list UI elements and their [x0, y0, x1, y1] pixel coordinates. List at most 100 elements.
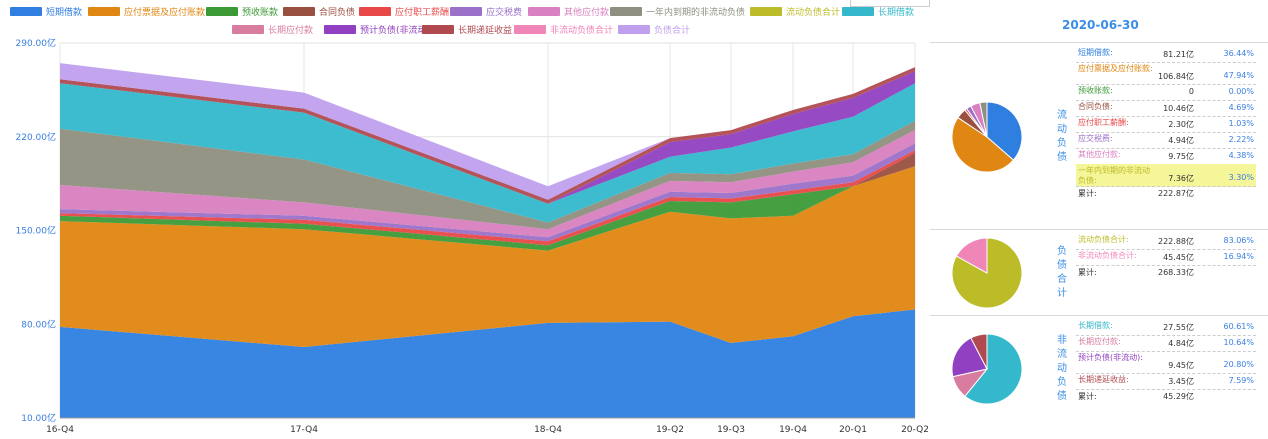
side-tabs[interactable] — [850, 0, 930, 7]
data-row: 长期应付款: 4.84亿 10.64% — [1076, 335, 1256, 352]
total-row: 累计: 45.29亿 — [1076, 389, 1256, 405]
legend-item[interactable]: 预计负债(非流动) — [324, 23, 430, 36]
legend-swatch — [283, 7, 315, 16]
data-row: 应付职工薪酬: 2.30亿 1.03% — [1076, 116, 1256, 133]
y-tick-label: 150.00亿 — [16, 225, 57, 237]
legend-item[interactable]: 应付职工薪酬 — [359, 5, 449, 18]
total-label: 累计: — [1078, 268, 1097, 277]
row-label: 长期借款: — [1078, 321, 1113, 330]
legend-item[interactable]: 长期递延收益 — [422, 23, 512, 36]
legend-item[interactable]: 流动负债合计 — [750, 5, 840, 18]
legend-item[interactable]: 其他应付款 — [528, 5, 609, 18]
area-预计负债(非流动)[interactable] — [60, 71, 915, 204]
row-label: 长期应付款: — [1078, 337, 1121, 346]
legend-swatch — [618, 25, 650, 34]
area-应付票据及应付账款[interactable] — [60, 166, 915, 347]
row-value: 81.21亿 — [1163, 50, 1194, 59]
legend-label: 合同负债 — [319, 8, 356, 18]
row-percent: 2.22% — [1228, 135, 1254, 144]
total-row: 累计: 268.33亿 — [1076, 265, 1256, 281]
x-tick-label: 20-Q2 — [901, 425, 928, 435]
row-percent: 47.94% — [1223, 71, 1254, 80]
legend-swatch — [232, 25, 264, 34]
row-label: 非流动负债合计: — [1078, 251, 1137, 260]
data-row: 非流动负债合计: 45.45亿 16.94% — [1076, 249, 1256, 266]
stacked-area-chart: 10.00亿 80.00亿 150.00亿 220.00亿 290.00亿 16-Q4 17… — [16, 37, 929, 435]
pie-chart — [951, 100, 1023, 173]
area-一年内到期的非流动负债[interactable] — [60, 120, 915, 230]
y-tick-label: 80.00亿 — [21, 318, 56, 330]
pie-slice[interactable] — [951, 337, 988, 378]
legend-swatch — [359, 7, 391, 16]
row-label: 预收账款: — [1078, 86, 1113, 95]
legend-label: 长期递延收益 — [458, 26, 513, 36]
panel-title: 流动负债 — [1057, 109, 1067, 163]
legend-swatch — [10, 7, 42, 16]
area-应交税费[interactable] — [60, 143, 915, 242]
row-label: 短期借款: — [1078, 48, 1113, 57]
pie-slice[interactable] — [986, 100, 1023, 161]
panel-2: 非流动负债 长期借款: 27.55亿 60.61% 长期应付款: 4.84亿 10.64% 预… — [930, 315, 1268, 422]
area-负债合计[interactable] — [60, 63, 915, 200]
data-row: 其他应付款: 9.75亿 4.38% — [1076, 148, 1256, 165]
legend-item[interactable]: 短期借款 — [10, 5, 82, 18]
total-value: 268.33亿 — [1158, 268, 1194, 277]
legend-swatch — [842, 7, 874, 16]
row-label: 一年内到期的非流动负债: — [1078, 166, 1150, 185]
row-percent: 4.38% — [1228, 151, 1254, 160]
row-percent: 4.69% — [1228, 103, 1254, 112]
panel-1: 负债合计 流动负债合计: 222.88亿 83.06% 非流动负债合计: 45.45亿 16… — [930, 229, 1268, 316]
area-长期借款[interactable] — [60, 83, 915, 223]
pie-chart — [951, 333, 1023, 405]
pie-slice[interactable] — [951, 116, 1015, 173]
legend-label: 应交税费 — [486, 8, 523, 18]
area-其他应付款[interactable] — [60, 130, 915, 238]
x-tick-label: 19-Q2 — [656, 425, 684, 435]
row-value: 2.30亿 — [1168, 120, 1194, 129]
legend-item[interactable]: 合同负债 — [283, 5, 355, 18]
pie-slice[interactable] — [979, 100, 988, 137]
legend-label: 应付职工薪酬 — [395, 8, 450, 18]
legend-item[interactable]: 应交税费 — [450, 5, 522, 18]
legend-swatch — [450, 7, 482, 16]
legend-label: 负债合计 — [654, 26, 691, 36]
legend-item[interactable]: 非流动负债合计 — [514, 23, 613, 36]
pie-slice[interactable] — [964, 333, 1023, 405]
legend-swatch — [528, 7, 560, 16]
legend-swatch — [610, 7, 642, 16]
row-percent: 83.06% — [1223, 236, 1254, 245]
row-percent: 60.61% — [1223, 322, 1254, 331]
area-预收账款[interactable] — [60, 166, 915, 251]
area-短期借款[interactable] — [60, 309, 915, 419]
total-row: 累计: 222.87亿 — [1076, 186, 1256, 202]
legend-label: 应付票据及应付账款 — [124, 8, 206, 18]
row-value: 9.45亿 — [1168, 361, 1194, 370]
row-percent: 16.94% — [1223, 252, 1254, 261]
total-value: 222.87亿 — [1158, 189, 1194, 198]
legend-label: 非流动负债合计 — [550, 26, 614, 36]
y-tick-label: 220.00亿 — [16, 131, 57, 143]
legend-item[interactable]: 应付票据及应付账款 — [88, 5, 205, 18]
total-value: 45.29亿 — [1163, 392, 1194, 401]
total-label: 累计: — [1078, 392, 1097, 401]
chart-legend: 短期借款 应付票据及应付账款 预收账款 合同负债 应付职工薪酬 应交税费 其他应付款 一年内到… — [4, 4, 924, 38]
row-percent: 7.59% — [1228, 376, 1254, 385]
row-value: 45.45亿 — [1163, 253, 1194, 262]
data-row: 长期借款: 27.55亿 60.61% — [1076, 319, 1256, 336]
legend-label: 流动负债合计 — [786, 8, 841, 18]
legend-item[interactable]: 一年内到期的非流动负债 — [610, 5, 745, 18]
legend-item[interactable]: 预收账款 — [206, 5, 278, 18]
row-value: 9.75亿 — [1168, 152, 1194, 161]
data-row: 应付票据及应付账款: 106.84亿 47.94% — [1076, 62, 1256, 85]
data-row: 合同负债: 10.46亿 4.69% — [1076, 100, 1256, 117]
panel-0: 流动负债 短期借款: 81.21亿 36.44% 应付票据及应付账款: 106.84亿 47… — [930, 42, 1268, 230]
legend-item[interactable]: 负债合计 — [618, 23, 690, 36]
pie-slice[interactable] — [970, 333, 988, 370]
row-percent: 36.44% — [1223, 49, 1254, 58]
area-应付职工薪酬[interactable] — [60, 150, 915, 246]
legend-swatch — [88, 7, 120, 16]
row-value: 27.55亿 — [1163, 323, 1194, 332]
legend-item[interactable]: 长期借款 — [842, 5, 914, 18]
pie-slice[interactable] — [955, 237, 988, 274]
legend-item[interactable]: 长期应付款 — [232, 23, 313, 36]
